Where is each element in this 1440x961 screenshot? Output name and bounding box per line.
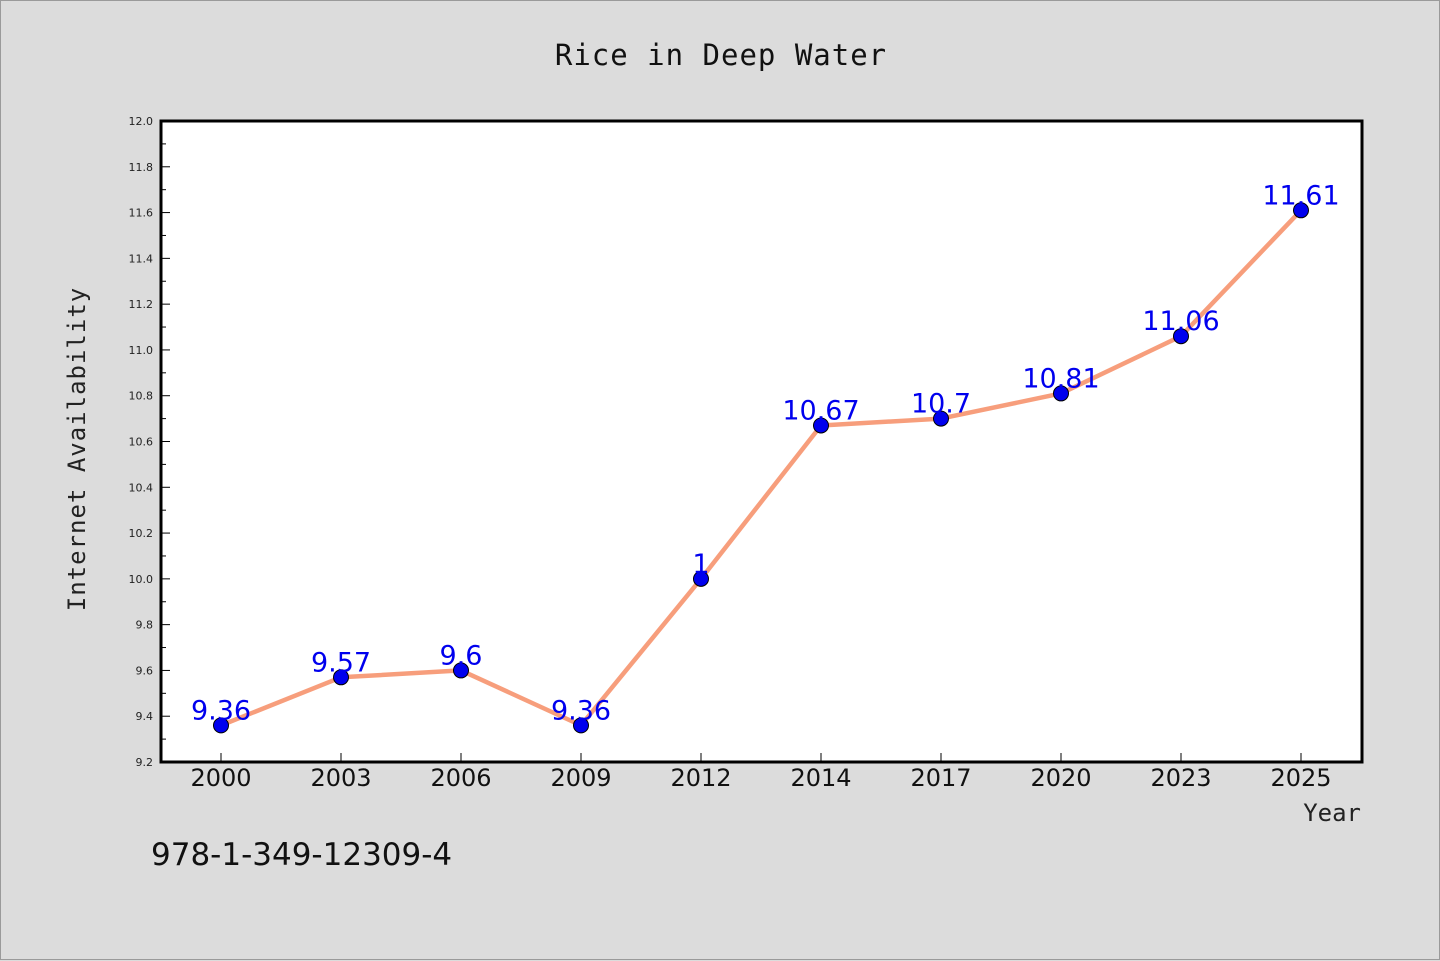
x-tick-label: 2014 [790, 764, 851, 792]
data-point [1173, 328, 1189, 345]
y-tick-label: 10.6 [129, 436, 154, 449]
y-tick-label: 10.2 [129, 527, 154, 540]
x-axis-label: Year [1303, 799, 1361, 827]
data-point [453, 662, 469, 679]
y-axis-label: Internet Availability [63, 287, 91, 611]
y-tick-label: 11.4 [129, 252, 154, 265]
x-tick-label: 2003 [310, 764, 371, 792]
data-point [213, 717, 229, 734]
data-label: 9.57 [311, 647, 371, 678]
isbn-label: 978-1-349-12309-4 [151, 837, 452, 873]
x-tick-label: 2000 [190, 764, 251, 792]
x-tick-label: 2017 [910, 764, 971, 792]
y-tick-label: 9.6 [136, 664, 154, 677]
y-tick-label: 12.0 [129, 115, 154, 128]
data-label: 10.81 [1022, 363, 1099, 394]
data-label: 9.36 [191, 695, 251, 726]
data-label: 10.7 [911, 389, 971, 420]
x-tick-label: 2006 [430, 764, 491, 792]
chart-title: Rice in Deep Water [555, 38, 887, 72]
plot-area [159, 119, 1364, 764]
data-point [573, 717, 589, 734]
y-tick-label: 11.0 [129, 344, 154, 357]
x-tick-label: 2025 [1270, 764, 1331, 792]
data-label: 9.6 [440, 640, 483, 671]
y-tick-label: 9.2 [136, 756, 154, 769]
data-point [1293, 202, 1309, 219]
y-tick-label: 10.0 [129, 573, 154, 586]
x-tick-label: 2009 [550, 764, 611, 792]
series-polyline [218, 208, 1304, 728]
data-point [813, 417, 829, 434]
x-axis: 2000 2003 2006 2009 2012 2014 2017 2020 2023 2025 [190, 753, 1332, 792]
data-label: 10.67 [782, 395, 859, 426]
series-line [213, 202, 1309, 734]
y-tick-label: 10.4 [129, 481, 154, 494]
data-label: 11.06 [1142, 306, 1219, 337]
data-labels: 9.36 9.57 9.6 9.36 1 10.67 10.7 10.81 11.06 11.61 [191, 180, 1340, 726]
data-point [333, 669, 349, 686]
data-label: 1 [692, 549, 709, 580]
y-tick-label: 9.8 [136, 619, 154, 632]
y-tick-label: 11.6 [129, 207, 154, 220]
y-tick-label: 9.4 [136, 710, 154, 723]
y-tick-label: 11.8 [129, 161, 154, 174]
y-axis: 9.2 9.4 9.6 9.8 10.0 10.2 10.4 10.6 10.8 11.0 11.2… [129, 115, 170, 769]
y-tick-label: 10.8 [129, 390, 154, 403]
data-point [693, 570, 709, 587]
x-tick-label: 2023 [1150, 764, 1211, 792]
data-point [1053, 385, 1069, 402]
x-tick-label: 2012 [670, 764, 731, 792]
data-point [933, 410, 949, 427]
y-tick-label: 11.2 [129, 298, 154, 311]
x-tick-label: 2020 [1030, 764, 1091, 792]
data-label: 11.61 [1262, 180, 1339, 211]
data-label: 9.36 [551, 695, 611, 726]
